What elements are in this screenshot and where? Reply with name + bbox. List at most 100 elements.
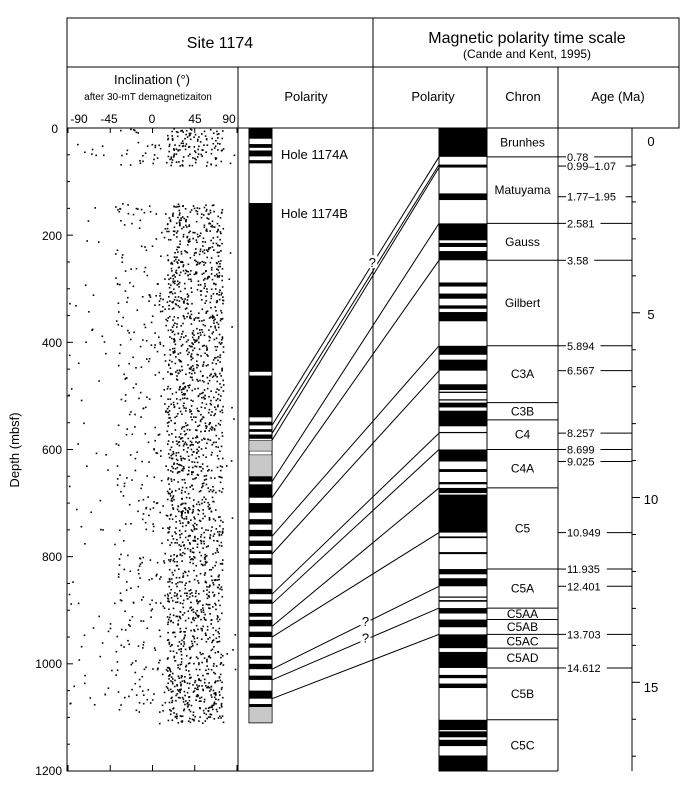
- inclination-point: [219, 217, 222, 219]
- inclination-point: [140, 245, 143, 248]
- hole-label-1174b: Hole 1174B: [281, 206, 348, 221]
- inclination-point: [218, 584, 220, 586]
- age-label: 0.78: [567, 152, 588, 164]
- inclination-point: [205, 474, 208, 477]
- inclination-point: [182, 236, 185, 238]
- inclination-point: [184, 441, 187, 444]
- inclination-point: [183, 467, 185, 470]
- inclination-point: [196, 353, 198, 356]
- inclination-point: [117, 302, 120, 304]
- inclination-point: [196, 233, 199, 236]
- inclination-point: [173, 333, 176, 336]
- inclination-point: [192, 367, 195, 370]
- inclination-point: [154, 144, 157, 147]
- inclination-point: [170, 373, 172, 376]
- inclination-point: [169, 670, 172, 673]
- inclination-point: [215, 665, 218, 667]
- inclination-point: [168, 531, 170, 533]
- inclination-point: [215, 408, 217, 411]
- inclination-point: [187, 364, 189, 366]
- inclination-point: [169, 417, 171, 419]
- inclination-point: [192, 504, 195, 507]
- inclination-point: [194, 522, 196, 525]
- inclination-point: [188, 164, 191, 167]
- inclination-point: [84, 151, 86, 154]
- inclination-point: [220, 545, 223, 547]
- inclination-point: [182, 387, 184, 389]
- inclination-point: [197, 153, 200, 155]
- inclination-point: [200, 153, 202, 156]
- inclination-point: [193, 318, 196, 320]
- inclination-point: [168, 559, 170, 561]
- inclination-point: [153, 154, 156, 156]
- inclination-point: [176, 466, 179, 469]
- inclination-point: [208, 490, 211, 493]
- inclination-point: [220, 309, 222, 312]
- inclination-point: [234, 668, 237, 671]
- inclination-point: [167, 670, 169, 672]
- site-no-data-interval: [248, 454, 273, 480]
- age-label: 9.025: [567, 457, 595, 469]
- inclination-point: [204, 560, 207, 563]
- inclination-point: [187, 274, 189, 277]
- inclination-point: [198, 312, 200, 314]
- inclination-point: [134, 671, 137, 674]
- inclination-point: [128, 624, 130, 626]
- inclination-point: [182, 522, 184, 524]
- inclination-point: [198, 662, 200, 664]
- inclination-point: [182, 405, 185, 407]
- inclination-point: [157, 283, 159, 285]
- inclination-point: [169, 592, 171, 594]
- inclination-point: [211, 496, 214, 499]
- inclination-point: [205, 270, 207, 273]
- inclination-point: [121, 154, 123, 157]
- inclination-point: [159, 310, 162, 313]
- inclination-point: [212, 639, 215, 641]
- inclination-point: [214, 145, 217, 147]
- inclination-point: [214, 275, 216, 277]
- tie-line: [271, 260, 440, 499]
- inclination-point: [159, 511, 161, 514]
- inclination-point: [131, 479, 133, 481]
- age-tick-label: 0: [647, 134, 654, 149]
- chron-label: Matuyama: [494, 183, 550, 197]
- inclination-point: [184, 482, 186, 484]
- inclination-point: [174, 429, 177, 431]
- inclination-point: [173, 498, 175, 501]
- inclination-point: [179, 386, 181, 389]
- inclination-point: [196, 156, 199, 158]
- inclination-point: [141, 561, 143, 564]
- inclination-point: [221, 242, 223, 245]
- inclination-point: [182, 314, 185, 317]
- inclination-point: [107, 687, 110, 689]
- inclination-point: [170, 284, 172, 286]
- inclination-point: [179, 438, 182, 440]
- inclination-point: [213, 249, 215, 251]
- age-label: 1.77–1.95: [567, 192, 616, 204]
- inclination-point: [216, 586, 219, 589]
- inclination-point: [189, 408, 191, 411]
- inclination-point: [201, 661, 203, 664]
- inclination-point: [209, 301, 212, 304]
- inclination-point: [221, 435, 224, 437]
- inclination-point: [206, 348, 208, 351]
- inclination-point: [92, 294, 95, 296]
- inclination-point: [174, 351, 176, 353]
- inclination-point: [143, 323, 146, 326]
- inclination-point: [188, 687, 190, 689]
- inclination-point: [197, 148, 199, 151]
- chron-label: C5: [515, 521, 531, 535]
- inclination-point: [190, 640, 193, 643]
- inclination-point: [174, 659, 177, 662]
- inclination-point: [192, 691, 195, 693]
- inclination-point: [219, 424, 221, 426]
- inclination-point: [142, 407, 145, 410]
- inclination-point: [202, 689, 205, 692]
- inclination-point: [176, 585, 178, 588]
- inclination-point: [179, 616, 181, 619]
- inclination-point: [124, 394, 127, 396]
- inclination-point: [151, 599, 153, 602]
- inclination-point: [175, 161, 178, 163]
- inclination-point: [172, 212, 174, 215]
- inclination-point: [183, 382, 185, 384]
